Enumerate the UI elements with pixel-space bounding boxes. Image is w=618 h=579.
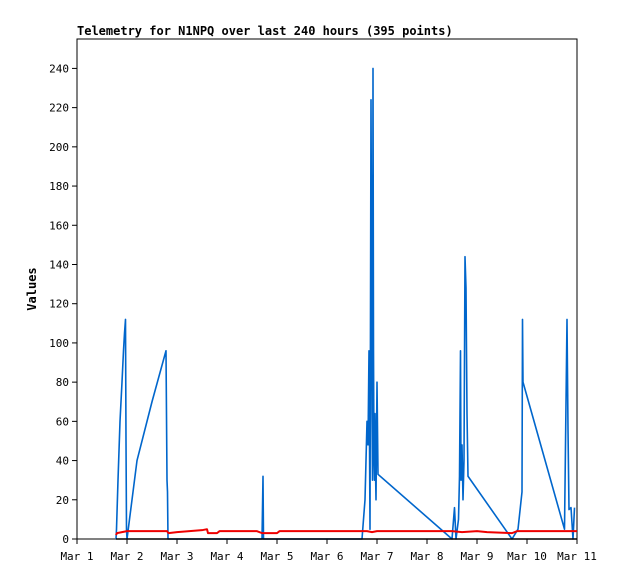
y-tick-label: 20 [56, 494, 69, 507]
data-series-layer [115, 67, 577, 540]
x-tick-label: Mar 6 [310, 550, 343, 563]
x-tick-label: Mar 8 [410, 550, 443, 563]
series-line-blue [115, 67, 576, 540]
y-tick-label: 80 [56, 376, 69, 389]
y-tick-label: 60 [56, 415, 69, 428]
y-axis-label: Values [25, 267, 39, 310]
y-tick-label: 140 [49, 258, 69, 271]
y-tick-label: 0 [62, 533, 69, 546]
y-tick-label: 120 [49, 298, 69, 311]
x-tick-label: Mar 1 [60, 550, 93, 563]
y-tick-label: 220 [49, 102, 69, 115]
x-tick-label: Mar 5 [260, 550, 293, 563]
y-tick-label: 180 [49, 180, 69, 193]
y-tick-label: 160 [49, 219, 69, 232]
x-tick-label: Mar 7 [360, 550, 393, 563]
y-tick-label: 200 [49, 141, 69, 154]
x-axis-ticks: Mar 1 Mar 2 Mar 3 Mar 4 Mar 5 Mar 6 Mar 7 Mar 8… [60, 539, 597, 563]
x-tick-label: Mar 4 [210, 550, 243, 563]
y-axis-ticks: 0 20 40 60 80 100 120 140 160 180 200 220 240 [49, 62, 77, 546]
y-tick-label: 100 [49, 337, 69, 350]
x-tick-label: Mar 11 [557, 550, 597, 563]
x-tick-label: Mar 9 [460, 550, 493, 563]
series-line-red [115, 528, 577, 536]
x-tick-label: Mar 2 [110, 550, 143, 563]
plot-frame [76, 38, 578, 540]
y-tick-label: 40 [56, 455, 69, 468]
x-tick-label: Mar 3 [160, 550, 193, 563]
x-tick-label: Mar 10 [507, 550, 547, 563]
y-tick-label: 240 [49, 62, 69, 75]
chart-title: Telemetry for N1NPQ over last 240 hours … [77, 24, 453, 38]
